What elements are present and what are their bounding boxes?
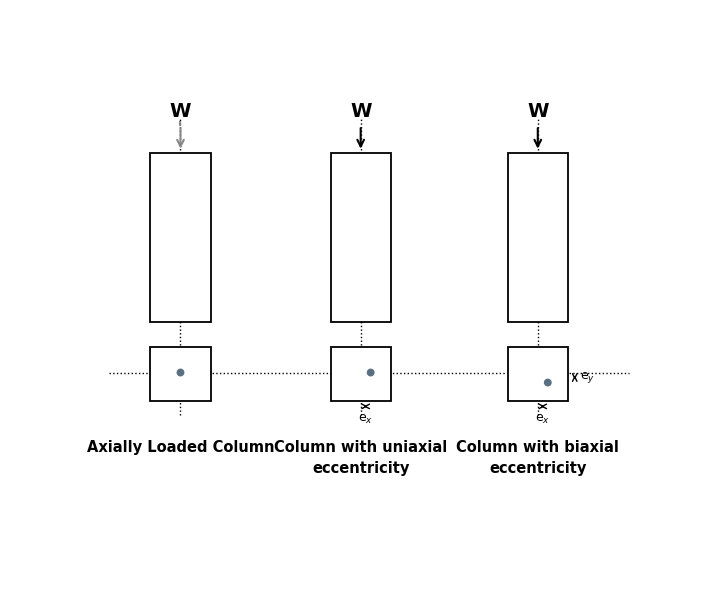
Bar [330, 153, 391, 322]
Text: W: W [169, 102, 191, 121]
Bar [150, 153, 210, 322]
Text: e$_x$: e$_x$ [535, 413, 550, 426]
Text: e$_x$: e$_x$ [358, 413, 373, 426]
Text: W: W [350, 102, 371, 121]
Circle shape [177, 369, 183, 376]
Text: Column with biaxial
eccentricity: Column with biaxial eccentricity [456, 439, 619, 475]
Text: W: W [527, 102, 548, 121]
Text: Column with uniaxial
eccentricity: Column with uniaxial eccentricity [274, 439, 447, 475]
Bar [150, 347, 210, 401]
Circle shape [545, 379, 551, 386]
Bar [508, 347, 568, 401]
Bar [508, 153, 568, 322]
Circle shape [368, 369, 374, 376]
Bar [330, 347, 391, 401]
Text: e$_y$: e$_y$ [580, 370, 595, 385]
Text: Axially Loaded Column: Axially Loaded Column [86, 439, 274, 455]
